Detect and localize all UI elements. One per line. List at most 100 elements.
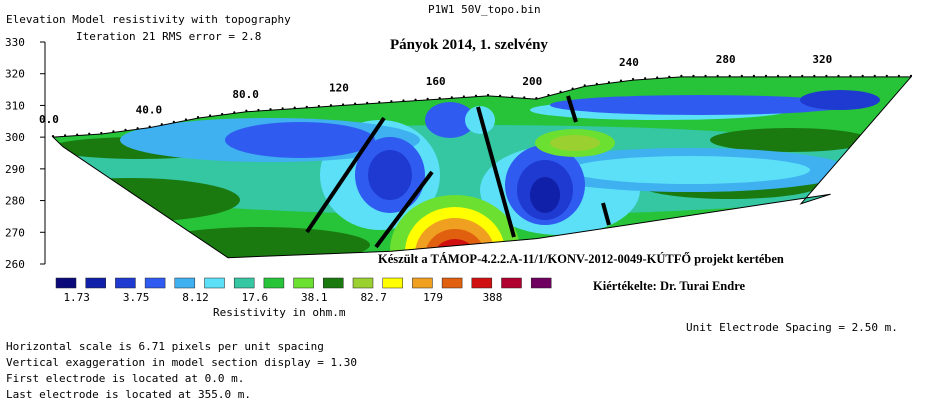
x-tick-label: 200 <box>522 75 542 88</box>
electrode-marker <box>402 99 405 102</box>
electrode-marker <box>414 98 417 101</box>
legend-label: 82.7 <box>360 291 387 304</box>
electrode-marker <box>317 104 320 108</box>
legend-swatch <box>233 277 255 289</box>
fault-line <box>601 202 611 226</box>
legend-label: 8.12 <box>182 291 209 304</box>
footer-line: Last electrode is located at 355.0 m. <box>6 388 252 401</box>
chart-subtitle: Elevation Model resistivity with topogra… <box>6 13 291 26</box>
electrode-marker <box>281 107 284 110</box>
legend-label: 179 <box>423 291 443 304</box>
x-tick-label: 160 <box>426 75 446 88</box>
electrode-marker <box>486 93 490 97</box>
electrode-marker <box>329 104 333 107</box>
electrode-marker <box>631 77 635 81</box>
legend-swatch <box>263 277 285 289</box>
legend-swatch <box>204 277 225 289</box>
legend-swatch <box>293 277 314 289</box>
electrode-marker <box>595 82 598 85</box>
electrode-marker <box>813 74 816 77</box>
electrode-marker <box>511 95 514 98</box>
electrode-marker <box>547 93 550 97</box>
electrode-marker <box>341 103 345 106</box>
legend-swatch <box>174 277 196 289</box>
electrode-marker <box>873 74 876 77</box>
electrode-marker <box>245 109 248 112</box>
electrode-marker <box>704 74 707 77</box>
y-tick-label: 330 <box>5 36 25 49</box>
electrode-marker <box>438 96 441 100</box>
electrode-marker <box>390 100 393 103</box>
legend-swatch <box>471 277 493 289</box>
electrode-marker <box>499 94 502 97</box>
legend-swatch <box>85 277 106 289</box>
legend-swatch <box>501 277 522 289</box>
electrode-marker <box>801 74 804 77</box>
electrode-marker <box>257 108 260 112</box>
fault-line <box>374 170 434 249</box>
electrode-marker <box>837 74 840 77</box>
x-tick-label: 240 <box>619 56 639 69</box>
electrode-marker <box>716 74 719 77</box>
electrode-marker <box>112 130 115 133</box>
electrode-marker <box>885 74 888 77</box>
legend-label: 3.75 <box>123 291 150 304</box>
electrode-marker <box>559 90 562 93</box>
electrode-marker <box>535 96 538 100</box>
electrode-marker <box>366 101 369 104</box>
y-tick-label: 260 <box>5 258 25 271</box>
legend-label: 388 <box>483 291 503 304</box>
y-tick-label: 290 <box>5 163 25 176</box>
footer-line: First electrode is located at 0.0 m. <box>6 372 245 385</box>
x-tick-label: 280 <box>716 53 736 66</box>
footer-line: Horizontal scale is 6.71 pixels per unit… <box>6 340 324 353</box>
legend-swatch <box>144 277 166 289</box>
electrode-marker <box>293 106 296 109</box>
project-credit: Készült a TÁMOP-4.2.2.A-11/1/KONV-2012-0… <box>378 252 784 266</box>
legend-swatch <box>441 277 463 289</box>
electrode-marker <box>897 74 901 77</box>
electrode-marker <box>100 131 103 135</box>
electrode-marker <box>88 132 91 135</box>
electrode-marker <box>523 96 526 99</box>
electrode-marker <box>184 118 188 121</box>
electrode-marker <box>426 97 429 100</box>
electrode-marker <box>136 127 139 130</box>
electrode-marker <box>269 108 272 111</box>
y-tick-label: 280 <box>5 195 25 208</box>
electrode-marker <box>354 102 357 105</box>
y-tick-label: 300 <box>5 131 25 144</box>
legend-title: Resistivity in ohm.m <box>213 306 346 319</box>
legend-labels: 1.73 3.75 8.12 17.6 38.1 82.7 179 388 <box>63 291 502 304</box>
electrode-marker <box>789 74 792 77</box>
x-tick-label: 80.0 <box>232 88 259 101</box>
electrode-marker <box>148 125 151 128</box>
electrode-marker <box>776 74 780 77</box>
electrode-marker <box>208 114 212 117</box>
footer-line: Vertical exaggeration in model section d… <box>6 356 357 369</box>
electrode-markers <box>51 74 913 138</box>
distance-axis: 0.0 40.0 80.0 120 160 200 240 280 320 <box>39 53 832 126</box>
x-tick-label: 40.0 <box>136 104 163 117</box>
window-title: P1W1 50V_topo.bin <box>428 3 541 16</box>
legend-swatch <box>55 277 77 289</box>
electrode-marker <box>378 100 381 104</box>
electrode-marker <box>196 116 200 119</box>
electrode-marker <box>233 111 236 114</box>
legend-swatch <box>352 277 374 289</box>
electrode-marker <box>692 74 695 77</box>
legend-swatch <box>323 277 344 289</box>
fault-line <box>476 106 516 238</box>
electrode-marker <box>571 87 574 90</box>
evaluator-credit: Kiértékelte: Dr. Turai Endre <box>593 279 746 293</box>
electrode-marker <box>51 135 55 138</box>
electrode-marker <box>124 128 127 131</box>
x-tick-label: 0.0 <box>39 113 59 126</box>
fault-line <box>566 95 578 123</box>
elevation-axis: 330 320 310 300 290 280 270 260 <box>5 36 46 271</box>
color-legend <box>55 277 552 289</box>
unit-spacing: Unit Electrode Spacing = 2.50 m. <box>686 321 898 334</box>
electrode-marker <box>728 74 731 77</box>
legend-label: 38.1 <box>301 291 328 304</box>
y-tick-label: 320 <box>5 68 25 81</box>
